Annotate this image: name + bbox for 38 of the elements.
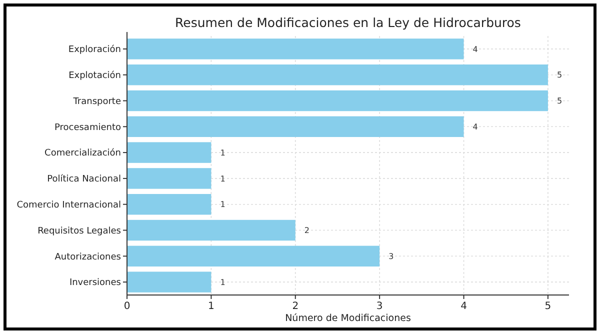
x-tick-label: 4 (460, 301, 467, 312)
y-tick-label: Inversiones (69, 278, 122, 288)
bar (127, 142, 212, 163)
bar (127, 220, 296, 241)
data-label: 1 (220, 278, 226, 287)
x-tick-label: 2 (292, 301, 299, 312)
y-tick-label: Explotación (68, 70, 121, 81)
data-label: 3 (388, 252, 394, 261)
data-label: 5 (556, 70, 562, 80)
data-label: 1 (220, 200, 226, 210)
bar (127, 272, 212, 292)
y-tick-label: Requisitos Legales (38, 226, 122, 236)
bar (127, 246, 380, 267)
y-tick-label: Transporte (72, 96, 122, 107)
y-tick-label: Autorizaciones (54, 252, 122, 262)
data-label: 1 (220, 174, 226, 184)
chart-title: Resumen de Modificaciones en la Ley de Hidrocarburos (175, 15, 521, 30)
x-tick-label: 0 (124, 301, 130, 312)
data-label: 4 (472, 44, 478, 54)
data-label: 5 (556, 96, 562, 106)
y-tick-label: Comercio Internacional (16, 200, 121, 210)
y-tick-label: Comercialización (44, 148, 121, 159)
bar (127, 90, 548, 112)
x-tick-label: 5 (544, 301, 552, 312)
x-tick-label: 1 (208, 301, 214, 312)
y-tick-label: Exploración (68, 44, 121, 56)
bar (127, 168, 212, 189)
bar (127, 194, 212, 215)
y-tick-label: Política Nacional (47, 174, 121, 185)
y-tick-label: Procesamiento (54, 122, 122, 133)
bar (127, 116, 464, 138)
data-label: 1 (220, 148, 226, 158)
bar (127, 64, 548, 86)
bar (127, 38, 464, 60)
x-tick-label: 3 (376, 301, 383, 312)
data-label: 2 (304, 226, 310, 236)
data-label: 4 (472, 122, 478, 132)
x-axis-title: Número de Modificaciones (285, 313, 411, 324)
